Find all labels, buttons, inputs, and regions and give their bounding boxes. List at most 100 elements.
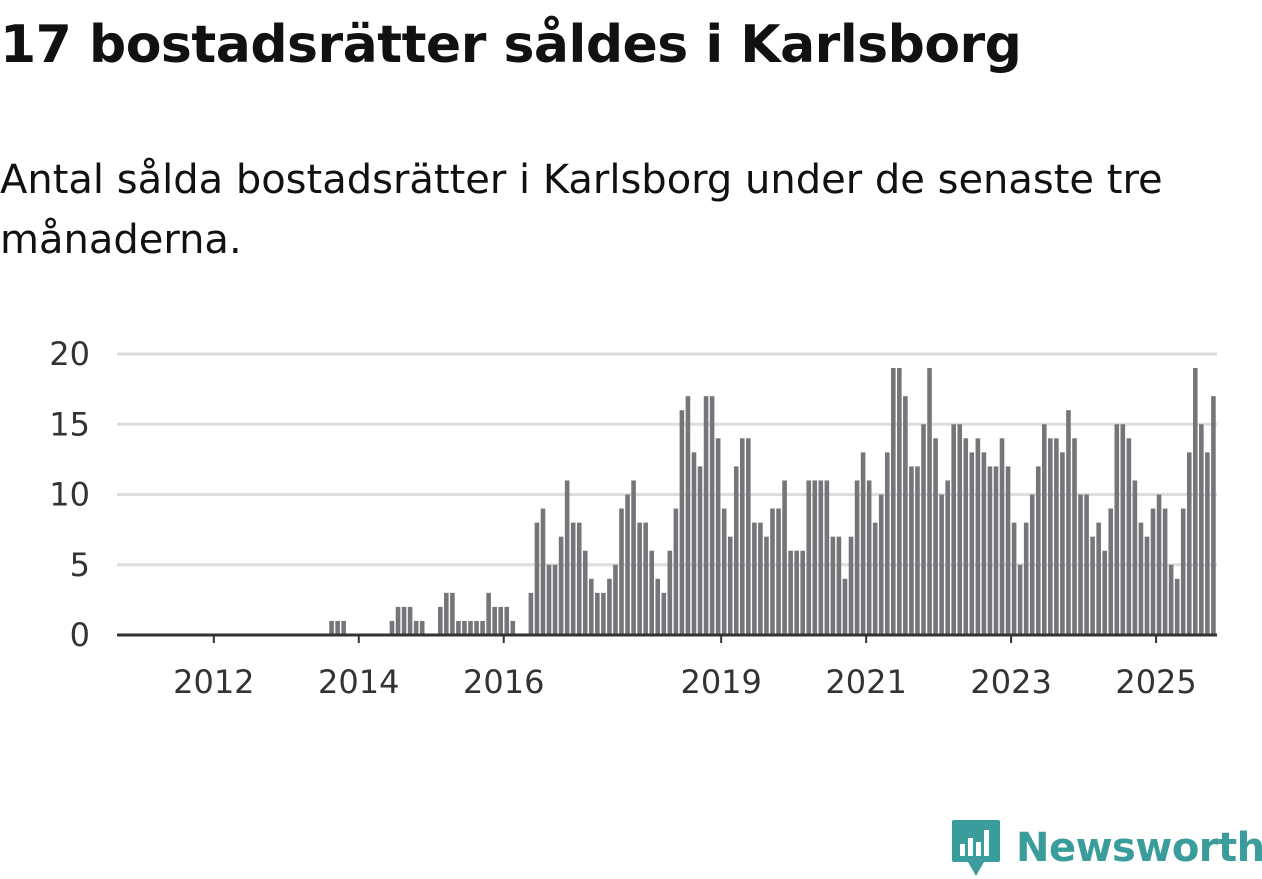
- bar: [788, 550, 793, 635]
- x-tick-label: 2019: [680, 663, 761, 701]
- bar: [329, 620, 334, 635]
- bar: [486, 592, 491, 635]
- bar: [625, 494, 630, 635]
- bar: [715, 438, 721, 635]
- bar: [746, 438, 751, 635]
- bar: [957, 424, 963, 635]
- bar: [818, 480, 824, 635]
- bar: [1162, 508, 1168, 635]
- bar: [1005, 466, 1011, 635]
- bar: [389, 620, 395, 635]
- bar: [1048, 438, 1053, 635]
- bar: [1072, 438, 1077, 635]
- bar: [1211, 396, 1216, 635]
- bar: [806, 480, 812, 635]
- newsworthy-logo-icon: [952, 820, 1000, 876]
- bar: [987, 466, 993, 635]
- bar: [661, 592, 667, 635]
- bar: [903, 396, 908, 635]
- bar: [733, 466, 739, 635]
- bar: [667, 550, 673, 635]
- bar: [981, 452, 987, 635]
- bar: [1066, 410, 1071, 635]
- bar: [444, 592, 449, 635]
- x-tick-label: 2016: [463, 663, 544, 701]
- bar: [1102, 550, 1107, 635]
- bar: [758, 522, 763, 635]
- bar: [909, 466, 914, 635]
- bar: [438, 606, 443, 635]
- bar: [945, 480, 950, 635]
- value-labels: 17: [1212, 320, 1250, 328]
- bar: [842, 578, 848, 635]
- bar: [480, 620, 485, 635]
- bar: [770, 508, 775, 635]
- bar: [1108, 508, 1114, 635]
- bar: [595, 592, 600, 635]
- bar: [1174, 578, 1180, 635]
- bar: [601, 592, 606, 635]
- bar: [589, 578, 594, 635]
- y-tick-label: 10: [49, 476, 90, 514]
- bar: [993, 466, 999, 635]
- chart-title: 17 bostadsrätter såldes i Karlsborg: [0, 15, 1022, 75]
- newsworthy-logo-text: Newsworthy: [1016, 825, 1262, 871]
- bar: [1199, 424, 1204, 635]
- bar: [1078, 494, 1083, 635]
- bar: [552, 564, 558, 635]
- bar: [649, 550, 654, 635]
- bar: [1138, 522, 1144, 635]
- bar: [564, 480, 570, 635]
- bar: [951, 424, 956, 635]
- bar: [854, 480, 860, 635]
- bar: [492, 606, 497, 635]
- highlight-value-label: 17: [1212, 320, 1250, 328]
- bar: [1205, 452, 1210, 635]
- bar: [558, 536, 564, 635]
- bar: [504, 606, 510, 635]
- bar: [691, 452, 697, 635]
- bar: [891, 368, 896, 635]
- bar: [1168, 564, 1174, 635]
- bar: [498, 606, 503, 635]
- bar: [474, 620, 479, 635]
- bar: [468, 620, 473, 635]
- bar: [927, 368, 932, 635]
- bar: [836, 536, 842, 635]
- x-tick-label: 2021: [825, 663, 906, 701]
- y-tick-label: 0: [70, 616, 90, 654]
- bar: [655, 578, 661, 635]
- y-tick-label: 15: [49, 405, 90, 443]
- bar: [915, 466, 920, 635]
- bar: [1060, 452, 1065, 635]
- bar: [1150, 508, 1156, 635]
- bar: [576, 522, 582, 635]
- bar: [540, 508, 546, 635]
- bar: [963, 438, 969, 635]
- bar: [546, 564, 552, 635]
- bar: [969, 452, 975, 635]
- bar: [613, 564, 618, 635]
- bar: [866, 480, 872, 635]
- bar: [419, 620, 425, 635]
- bar: [1156, 494, 1162, 635]
- bar: [335, 620, 340, 635]
- bar: [764, 536, 769, 635]
- bar: [975, 438, 981, 635]
- bar: [413, 620, 419, 635]
- bar: [607, 578, 612, 635]
- bar: [582, 550, 588, 635]
- bar: [824, 480, 830, 635]
- bar: [1090, 536, 1095, 635]
- chart-subtitle: Antal sålda bostadsrätter i Karlsborg un…: [0, 157, 1163, 263]
- bar: [721, 508, 727, 635]
- bar: [782, 480, 787, 635]
- bar: [679, 410, 685, 635]
- bar: [860, 452, 866, 635]
- x-tick-label: 2014: [318, 663, 399, 701]
- bar: [703, 396, 709, 635]
- bar: [1096, 522, 1101, 635]
- bar-chart: 0 5 10 15 20 2012 2014 2016 2019 2021 2023 2025 17: [49, 320, 1250, 701]
- bar: [921, 424, 926, 635]
- bar: [830, 536, 836, 635]
